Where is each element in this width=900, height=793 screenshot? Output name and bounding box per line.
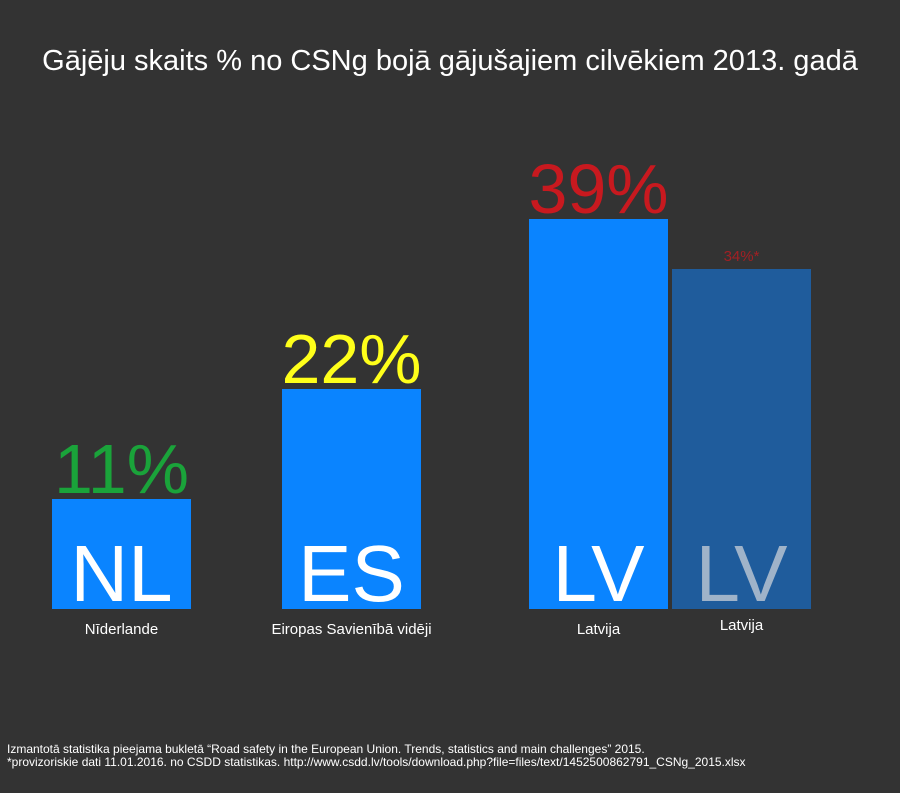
category-label-nl-0: Nīderlande — [85, 621, 158, 638]
footnote-source: Izmantotā statistika pieejama bukletā “R… — [7, 742, 645, 756]
bar-code-es-1: ES — [298, 529, 405, 618]
value-label-es-1: 22% — [281, 320, 421, 398]
bar-code-lv-2: LV — [553, 529, 646, 618]
category-label-es-1: Eiropas Savienībā vidēji — [271, 621, 431, 638]
value-label-lv-2: 39% — [528, 150, 668, 228]
bar-nl-0 — [52, 499, 191, 609]
category-label-lv-3: Latvija — [720, 617, 764, 634]
chart-title: Gājēju skaits % no CSNg bojā gājušajiem … — [42, 45, 858, 77]
category-label-lv-2: Latvija — [577, 621, 621, 638]
bar-lv-2 — [529, 219, 668, 609]
footnotes: Izmantotā statistika pieejama bukletā “R… — [7, 743, 897, 769]
bar-code-lv-3: LV — [696, 529, 789, 618]
bar-lv-3 — [672, 269, 811, 609]
value-label-nl-0: 11% — [54, 430, 189, 508]
value-label-lv-3: 34%* — [724, 248, 760, 265]
bar-code-nl-0: NL — [70, 529, 172, 618]
footnote-provisional: *provizoriskie dati 11.01.2016. no CSDD … — [7, 755, 746, 769]
bar-es-1 — [282, 389, 421, 609]
